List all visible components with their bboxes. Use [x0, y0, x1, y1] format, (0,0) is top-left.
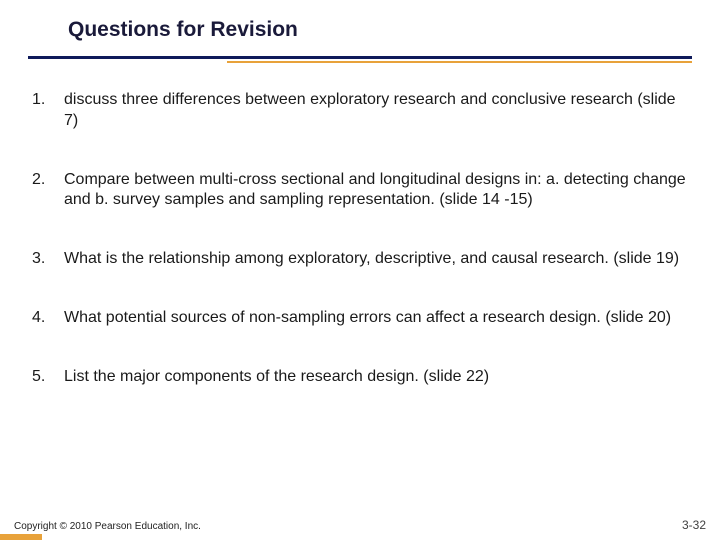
- list-item: Compare between multi-cross sectional an…: [28, 170, 692, 212]
- title-rule: [28, 56, 692, 63]
- rule-orange: [227, 61, 692, 63]
- slide-title: Questions for Revision: [68, 18, 720, 42]
- footer: Copyright © 2010 Pearson Education, Inc.…: [14, 518, 706, 532]
- list-item: List the major components of the researc…: [28, 367, 692, 388]
- list-item: What potential sources of non-sampling e…: [28, 308, 692, 329]
- content-area: discuss three differences between explor…: [28, 90, 692, 426]
- copyright-text: Copyright © 2010 Pearson Education, Inc.: [14, 521, 201, 532]
- slide-number: 3-32: [682, 518, 706, 532]
- list-item: What is the relationship among explorato…: [28, 249, 692, 270]
- question-list: discuss three differences between explor…: [28, 90, 692, 388]
- title-area: Questions for Revision: [0, 0, 720, 42]
- bottom-accent-bar: [0, 534, 42, 540]
- rule-dark: [28, 56, 692, 59]
- list-item: discuss three differences between explor…: [28, 90, 692, 132]
